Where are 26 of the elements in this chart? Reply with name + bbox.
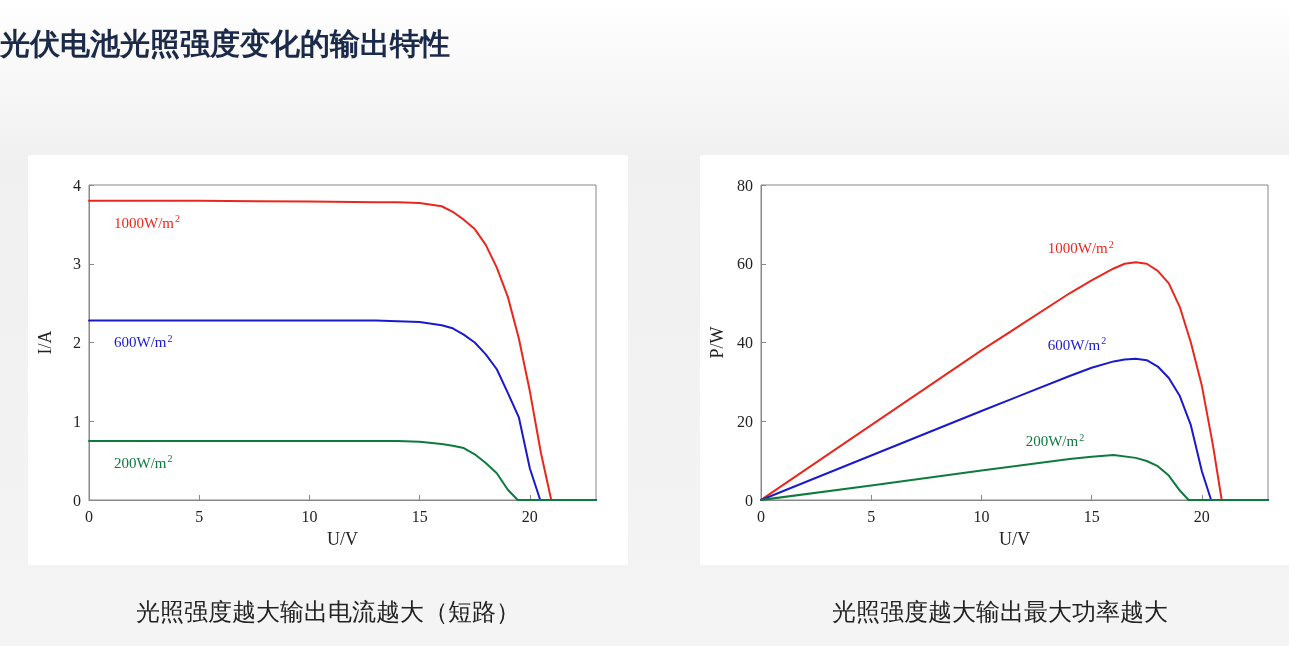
y-tick-label: 20 xyxy=(737,412,753,430)
y-tick-label: 60 xyxy=(737,255,753,273)
x-axis-title: U/V xyxy=(327,529,358,549)
y-tick-label: 2 xyxy=(73,334,81,351)
y-tick-label: 0 xyxy=(73,491,81,509)
text: 光照强度越大输出电流越大（短路） xyxy=(135,597,521,628)
y-tick-label: 4 xyxy=(73,176,81,194)
x-tick-label: 10 xyxy=(301,507,318,525)
text: 光照强度越大输出最大功率越大 xyxy=(831,597,1169,628)
x-tick-label: 20 xyxy=(1193,507,1210,525)
y-tick-label: 0 xyxy=(745,491,753,509)
x-tick-label: 20 xyxy=(521,507,538,525)
x-tick-label: 15 xyxy=(1083,507,1100,525)
y-tick-label: 40 xyxy=(737,334,753,351)
y-tick-label: 1 xyxy=(73,412,81,430)
x-axis-title: U/V xyxy=(999,529,1030,549)
y-axis-title: P/W xyxy=(707,326,727,359)
x-tick-label: 10 xyxy=(973,507,990,525)
y-axis-title: I/A xyxy=(35,330,55,355)
x-tick-label: 5 xyxy=(867,507,876,525)
y-tick-label: 3 xyxy=(73,255,81,273)
x-tick-label: 5 xyxy=(195,507,204,525)
x-tick-label: 15 xyxy=(411,507,428,525)
x-tick-label: 0 xyxy=(85,507,93,525)
x-tick-label: 0 xyxy=(757,507,765,525)
y-tick-label: 80 xyxy=(737,176,753,194)
